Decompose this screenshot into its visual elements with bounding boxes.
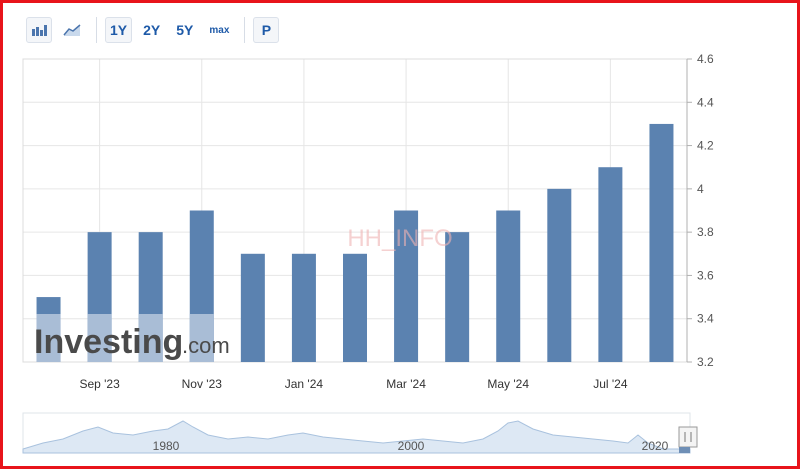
chart-toolbar: 1Y 2Y 5Y max P [26, 15, 786, 45]
bar-jan-24[interactable] [291, 253, 316, 362]
bar-feb-24[interactable] [343, 253, 367, 362]
bar-aug-24[interactable] [649, 123, 674, 362]
toolbar-divider [244, 17, 246, 43]
bar-mar-24[interactable] [394, 210, 419, 363]
y-tick-label: 3.6 [697, 268, 714, 282]
bar-dec-23[interactable] [240, 253, 265, 362]
watermark: HH_INFO [347, 225, 452, 252]
bar-may-24[interactable] [496, 210, 521, 363]
navigator[interactable]: 1980 2000 2020 [22, 412, 698, 454]
bar-chart: 3.2 3.4 3.6 3.8 4 4.2 4.4 4.6 Sep '23 Nov '23 Jan… [22, 52, 714, 454]
x-tick-label: Mar '24 [386, 377, 426, 391]
x-tick-label: May '24 [487, 377, 529, 391]
bar-logo-overlay [189, 314, 214, 362]
x-axis: Sep '23 Nov '23 Jan '24 Mar '24 May '24 Jul '… [79, 377, 627, 391]
navigator-label-1980: 1980 [153, 439, 180, 453]
brand-name: Investing [34, 323, 183, 361]
navigator-series [22, 420, 691, 454]
area-chart-icon [63, 24, 81, 36]
y-tick-label: 3.8 [697, 225, 714, 239]
x-tick-label: Sep '23 [79, 377, 120, 391]
bar-apr-24[interactable] [445, 232, 470, 362]
investing-logo: Investing .com [34, 323, 230, 361]
y-tick-label: 3.4 [697, 312, 714, 326]
bars [36, 123, 674, 363]
y-tick-label: 4 [697, 182, 704, 196]
range-5y-button[interactable]: 5Y [176, 22, 194, 38]
y-axis: 3.2 3.4 3.6 3.8 4 4.2 4.4 4.6 [686, 52, 714, 369]
bar-logo-overlay [87, 314, 112, 362]
area-chart-button[interactable] [58, 17, 86, 43]
navigator-handle[interactable] [678, 426, 698, 448]
x-tick-label: Jan '24 [285, 377, 324, 391]
bar-jun-24[interactable] [547, 188, 572, 362]
p-button[interactable]: P [253, 17, 280, 43]
y-tick-label: 4.4 [697, 95, 714, 109]
bar-logo-overlay [138, 314, 163, 362]
toolbar-divider [96, 17, 97, 43]
y-tick-label: 4.2 [697, 139, 714, 153]
range-max-button[interactable]: max [209, 24, 230, 36]
y-tick-label: 3.2 [697, 355, 714, 369]
range-1y-button[interactable]: 1Y [105, 17, 133, 43]
range-2y-button[interactable]: 2Y [143, 22, 161, 38]
x-tick-label: Jul '24 [593, 377, 628, 391]
navigator-selection [679, 447, 690, 453]
bar-jul-24[interactable] [598, 167, 623, 362]
y-tick-label: 4.6 [697, 52, 714, 66]
bar-chart-icon [31, 24, 47, 36]
navigator-label-2020: 2020 [642, 439, 669, 453]
bar-chart-button[interactable] [26, 17, 52, 43]
brand-suffix: .com [182, 333, 230, 358]
navigator-label-2000: 2000 [398, 439, 425, 453]
bar-logo-overlay [36, 314, 61, 362]
x-tick-label: Nov '23 [182, 377, 223, 391]
